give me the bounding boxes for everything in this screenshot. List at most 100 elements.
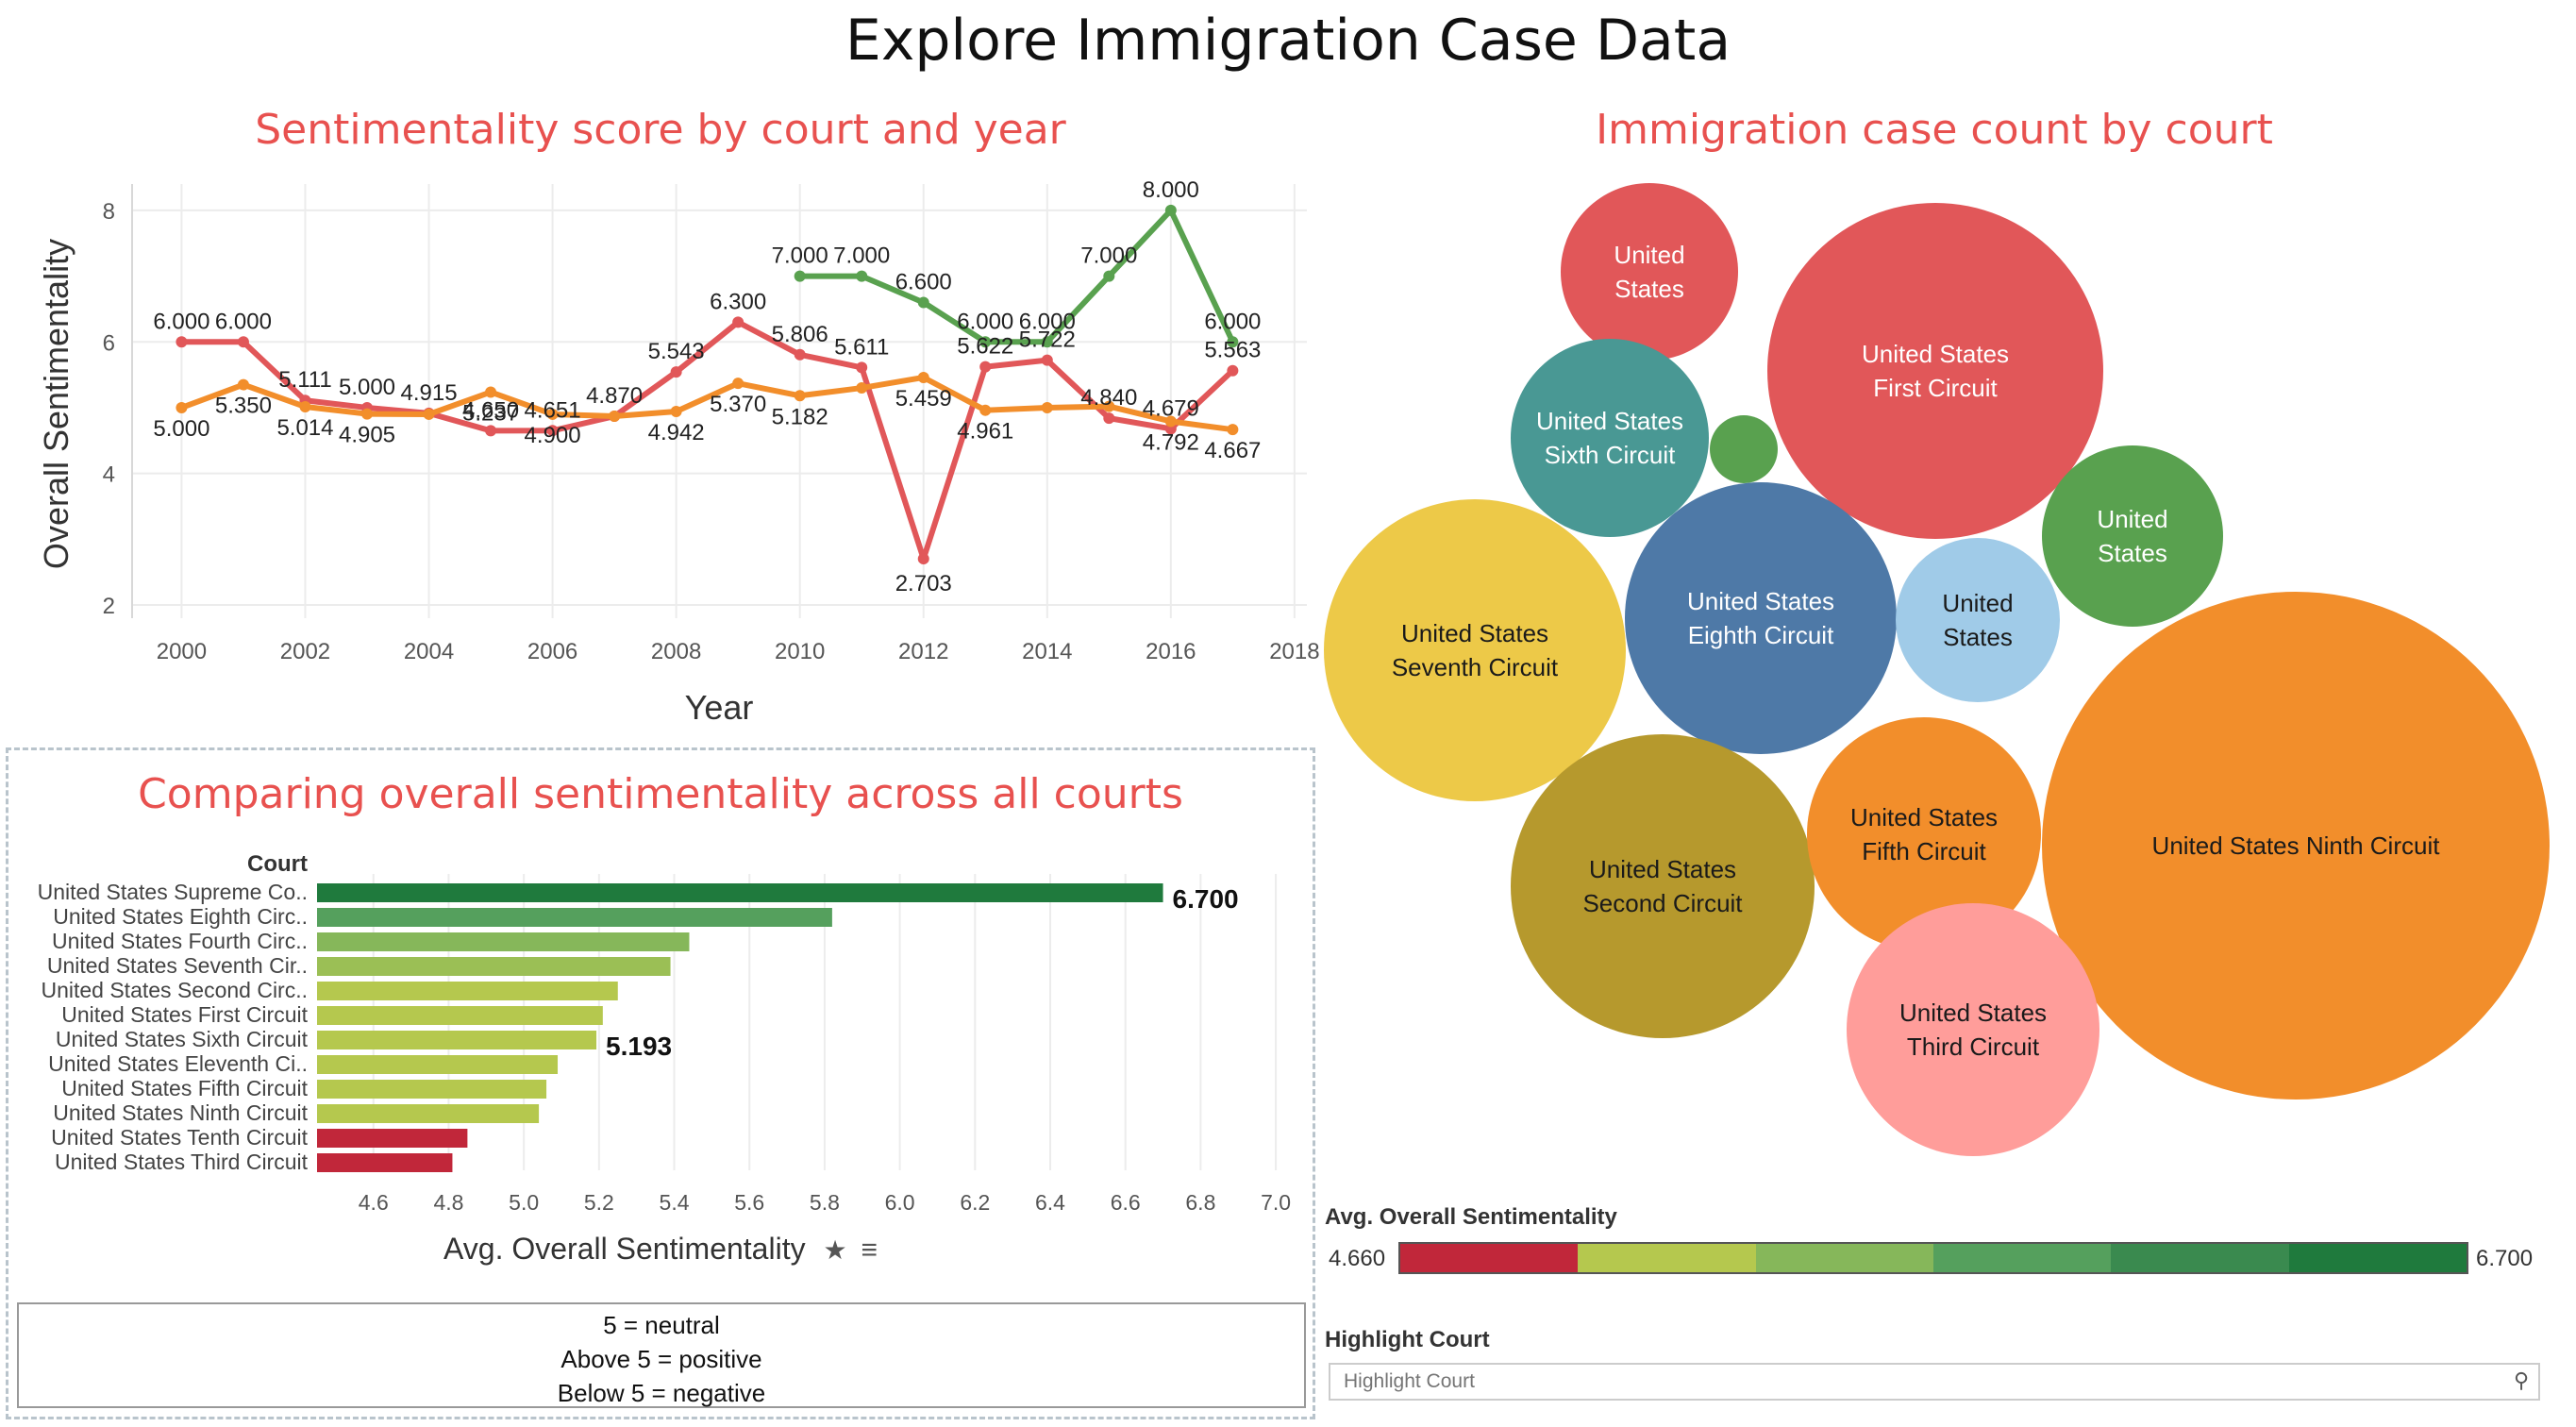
data-label: 7.000: [1080, 243, 1137, 269]
court-column-header: Court: [247, 851, 308, 877]
sentiment-bar-chart[interactable]: 4.6 4.8 5.0 5.2 5.4 5.6 5.8 6.0 6.2 6.4 6.6 6.8 7.0 …: [0, 868, 1321, 1302]
bar-chart-panel: [6, 747, 1315, 1419]
bar: [317, 1104, 540, 1123]
bar-tick-label: 5.8: [810, 1190, 840, 1215]
data-point: [917, 296, 929, 309]
data-label: 5.370: [710, 392, 766, 417]
data-label: 5.543: [648, 339, 705, 364]
data-label: 5.237: [462, 400, 519, 426]
data-point: [176, 401, 188, 413]
legend-title: Avg. Overall Sentimentality: [1325, 1204, 1617, 1230]
bubble-label: First Circuit: [1873, 374, 1998, 402]
bubble-label: Third Circuit: [1907, 1032, 2040, 1061]
data-label: 4.915: [400, 380, 457, 406]
bubble: [2042, 592, 2550, 1100]
series-line: [181, 319, 1235, 562]
ramp-step: [2288, 1244, 2467, 1272]
data-label: 4.961: [957, 419, 1013, 445]
data-point: [732, 316, 744, 328]
x-tick-label: 2004: [404, 639, 454, 664]
x-tick-label: 2006: [527, 639, 577, 664]
x-axis-title: Year: [685, 688, 754, 727]
x-tick-label: 2016: [1146, 639, 1196, 664]
data-point: [609, 411, 621, 423]
data-point: [546, 408, 559, 420]
bubble-label: United States Ninth Circuit: [2152, 831, 2441, 860]
search-icon[interactable]: ⚲: [2514, 1368, 2530, 1392]
sentiment-note: 5 = neutral Above 5 = positive Below 5 =…: [17, 1302, 1306, 1408]
data-point: [979, 336, 992, 348]
bar-category-label: United States Sixth Circuit: [56, 1027, 309, 1051]
data-point: [485, 425, 497, 437]
bubble-label: Sixth Circuit: [1545, 441, 1676, 469]
data-point: [917, 371, 929, 383]
bar: [317, 1006, 603, 1025]
data-label: 5.459: [895, 386, 952, 411]
line-chart-axes: 2000 2002 2004 2006 2008 2010 2012 2014 2016 2018…: [37, 184, 1320, 727]
note-neutral: 5 = neutral: [603, 1311, 720, 1339]
bar-category-label: United States Fourth Circ..: [52, 929, 308, 953]
bubble: [1561, 183, 1738, 361]
bubble-label: United States: [1687, 587, 1834, 615]
bar-value-label: 6.700: [1173, 884, 1239, 914]
bubble: [1896, 538, 2060, 702]
bar-tick-label: 4.8: [433, 1190, 463, 1215]
data-point: [299, 400, 311, 412]
x-tick-label: 2002: [280, 639, 330, 664]
bar: [317, 1031, 597, 1049]
bar-value-label: 5.193: [606, 1032, 672, 1061]
bubble-chart[interactable]: United States United States First Circuit Un…: [1302, 170, 2576, 1199]
pin-icon[interactable]: ★: [823, 1235, 847, 1265]
bar-category-label: United States Seventh Cir..: [47, 953, 308, 978]
bar: [317, 1055, 559, 1074]
bar-category-label: United States First Circuit: [61, 1002, 308, 1027]
bar: [317, 883, 1163, 902]
data-point: [1103, 400, 1115, 412]
data-point: [1164, 204, 1177, 216]
bubble-label: States: [1943, 623, 2013, 651]
data-label: 7.000: [833, 243, 890, 269]
data-label: 5.350: [215, 394, 272, 419]
bar: [317, 1129, 468, 1148]
bar-tick-label: 6.0: [885, 1190, 915, 1215]
data-point: [1041, 354, 1053, 366]
bar-category-label: United States Eighth Circ..: [53, 904, 308, 929]
data-label: 5.806: [772, 322, 828, 347]
data-label: 4.900: [525, 423, 581, 448]
bubble-label: States: [1614, 275, 1684, 303]
bar-tick-label: 5.2: [584, 1190, 614, 1215]
sort-icon[interactable]: ≡: [861, 1234, 878, 1266]
dashboard-title: Explore Immigration Case Data: [845, 8, 1731, 74]
data-point: [176, 336, 188, 348]
x-tick-label: 2012: [898, 639, 948, 664]
bubble: [1511, 339, 1709, 537]
bubble-label: Second Circuit: [1582, 889, 1743, 917]
data-label: 4.840: [1080, 385, 1137, 411]
bar-tick-label: 5.0: [509, 1190, 539, 1215]
bar-chart-title: Comparing overall sentimentality across …: [138, 770, 1183, 818]
highlight-court-input[interactable]: [1329, 1363, 2540, 1401]
data-label: 8.000: [1143, 177, 1199, 203]
bubble-label: States: [2098, 539, 2167, 567]
x-tick-label: 2014: [1022, 639, 1072, 664]
bar-axis-title: Avg. Overall Sentimentality ★ ≡: [0, 1232, 1321, 1267]
data-point: [1041, 336, 1053, 348]
y-tick-label: 2: [103, 594, 115, 619]
x-tick-label: 2008: [651, 639, 701, 664]
bubble-label: United: [1942, 589, 2013, 617]
legend-min-value: 4.660: [1329, 1246, 1386, 1271]
sentiment-line-chart[interactable]: 2000 2002 2004 2006 2008 2010 2012 2014 2016 2018…: [0, 151, 1321, 746]
data-label: 6.300: [710, 289, 766, 314]
data-point: [794, 270, 806, 282]
highlight-court-title: Highlight Court: [1325, 1327, 1490, 1352]
legend-color-ramp: [1398, 1242, 2468, 1274]
data-label: 4.870: [586, 383, 643, 409]
data-point: [546, 425, 559, 437]
data-label: 5.611: [834, 334, 889, 360]
data-point: [423, 408, 435, 420]
data-point: [856, 382, 868, 395]
data-label: 4.667: [1204, 438, 1261, 463]
legend-max-value: 6.700: [2476, 1246, 2534, 1271]
data-label: 5.014: [276, 415, 333, 441]
bar: [317, 1080, 547, 1099]
